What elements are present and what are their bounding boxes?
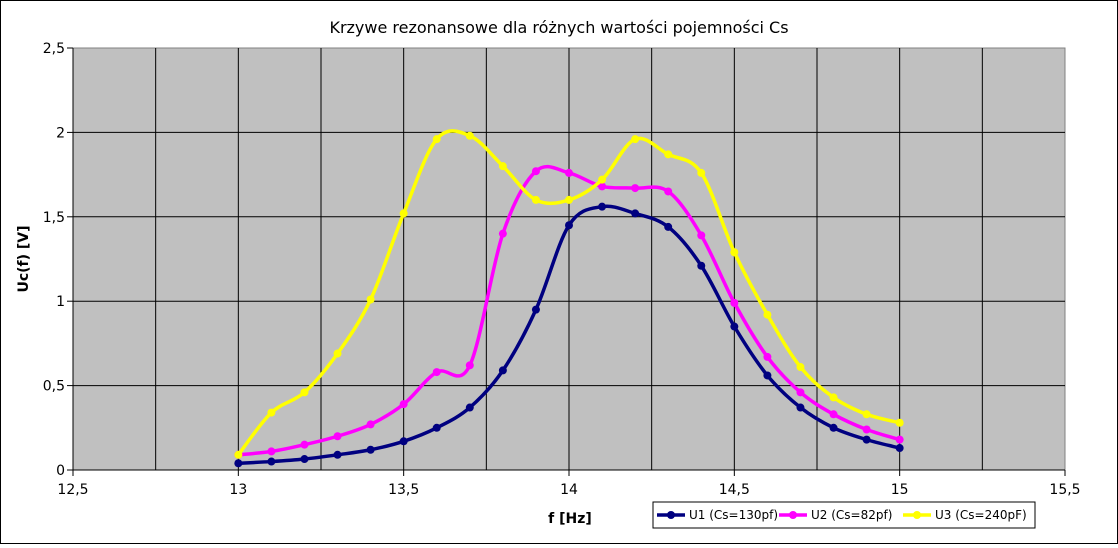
data-point: [895, 444, 904, 453]
data-point: [664, 187, 673, 196]
data-point: [895, 435, 904, 444]
y-tick-label: 2: [56, 125, 65, 141]
data-point: [565, 221, 573, 230]
data-point: [631, 135, 640, 144]
data-point: [796, 363, 805, 372]
data-point: [697, 231, 706, 240]
data-point: [730, 298, 739, 307]
data-point: [498, 366, 507, 375]
data-point: [333, 432, 342, 441]
data-point: [333, 349, 342, 358]
data-point: [862, 410, 871, 419]
y-axis-label: Uc(f) [V]: [16, 225, 32, 292]
legend-swatch-marker: [789, 511, 797, 519]
series-2: [234, 164, 904, 459]
y-tick-label: 2,5: [43, 41, 65, 57]
x-tick-label: 14: [560, 482, 578, 498]
x-tick-label: 13: [229, 482, 247, 498]
chart-title: Krzywe rezonansowe dla różnych wartości …: [329, 18, 788, 37]
series-line: [238, 164, 901, 457]
data-point: [432, 368, 441, 377]
data-point: [565, 168, 573, 177]
y-tick-label: 0: [56, 463, 65, 479]
data-point: [664, 222, 673, 231]
data-point: [399, 400, 408, 409]
data-point: [300, 455, 309, 464]
data-point: [399, 437, 408, 446]
data-point: [631, 184, 640, 193]
data-point: [565, 195, 573, 204]
data-point: [333, 450, 342, 459]
data-point: [498, 229, 507, 238]
data-point: [763, 371, 772, 380]
data-point: [498, 162, 507, 171]
data-point: [730, 322, 739, 331]
x-tick-labels: 12,5 13 13,5 14 14,5 15 15,5: [57, 482, 1080, 498]
y-tick-labels: 0 0,5 1 1,5 2 2,5: [43, 41, 65, 479]
data-point: [796, 403, 805, 412]
legend-swatch-marker: [913, 511, 921, 519]
legend: U1 (Cs=130pf) U2 (Cs=82pf) U3 (Cs=240pF): [652, 501, 1036, 529]
data-point: [598, 202, 607, 211]
data-point: [796, 388, 805, 397]
data-point: [862, 425, 871, 434]
data-point: [234, 459, 243, 468]
data-point: [763, 310, 772, 319]
data-point: [366, 295, 375, 304]
data-point: [432, 423, 441, 432]
data-point: [829, 393, 838, 402]
x-axis-label: f [Hz]: [548, 511, 592, 527]
series-1: [234, 202, 904, 468]
series-lines: [234, 129, 904, 468]
y-tick-label: 1: [56, 294, 65, 310]
data-point: [829, 423, 838, 432]
data-point: [399, 209, 408, 218]
data-point: [531, 195, 540, 204]
data-point: [366, 420, 375, 429]
data-point: [300, 388, 309, 397]
data-point: [664, 150, 673, 159]
data-point: [697, 261, 706, 270]
legend-label: U2 (Cs=82pf): [811, 508, 892, 522]
data-point: [697, 168, 706, 177]
data-point: [531, 305, 540, 314]
x-tick-label: 14,5: [719, 482, 750, 498]
y-tick-label: 1,5: [43, 210, 65, 226]
data-point: [895, 418, 904, 427]
data-point: [465, 361, 474, 370]
x-tick-label: 15,5: [1049, 482, 1080, 498]
data-point: [300, 440, 309, 449]
series-3: [234, 129, 904, 459]
data-point: [598, 175, 607, 184]
x-tick-label: 12,5: [57, 482, 88, 498]
legend-swatch-marker: [667, 511, 675, 519]
data-point: [267, 408, 276, 417]
data-point: [465, 131, 474, 140]
data-point: [234, 450, 243, 459]
data-point: [432, 135, 441, 144]
x-tick-label: 15: [891, 482, 909, 498]
data-point: [366, 445, 375, 454]
legend-box: [652, 501, 1036, 529]
x-tick-label: 13,5: [388, 482, 419, 498]
grid-lines: [73, 48, 1065, 470]
legend-label: U3 (Cs=240pF): [935, 508, 1027, 522]
axes: [67, 47, 1066, 476]
data-point: [267, 447, 276, 456]
data-point: [631, 209, 640, 218]
data-point: [267, 457, 276, 466]
data-point: [763, 352, 772, 361]
data-point: [598, 182, 607, 191]
data-point: [829, 410, 838, 419]
data-point: [730, 248, 739, 257]
data-point: [531, 167, 540, 176]
y-tick-label: 0,5: [43, 379, 65, 395]
data-point: [862, 435, 871, 444]
data-point: [465, 403, 474, 412]
legend-label: U1 (Cs=130pf): [689, 508, 778, 522]
